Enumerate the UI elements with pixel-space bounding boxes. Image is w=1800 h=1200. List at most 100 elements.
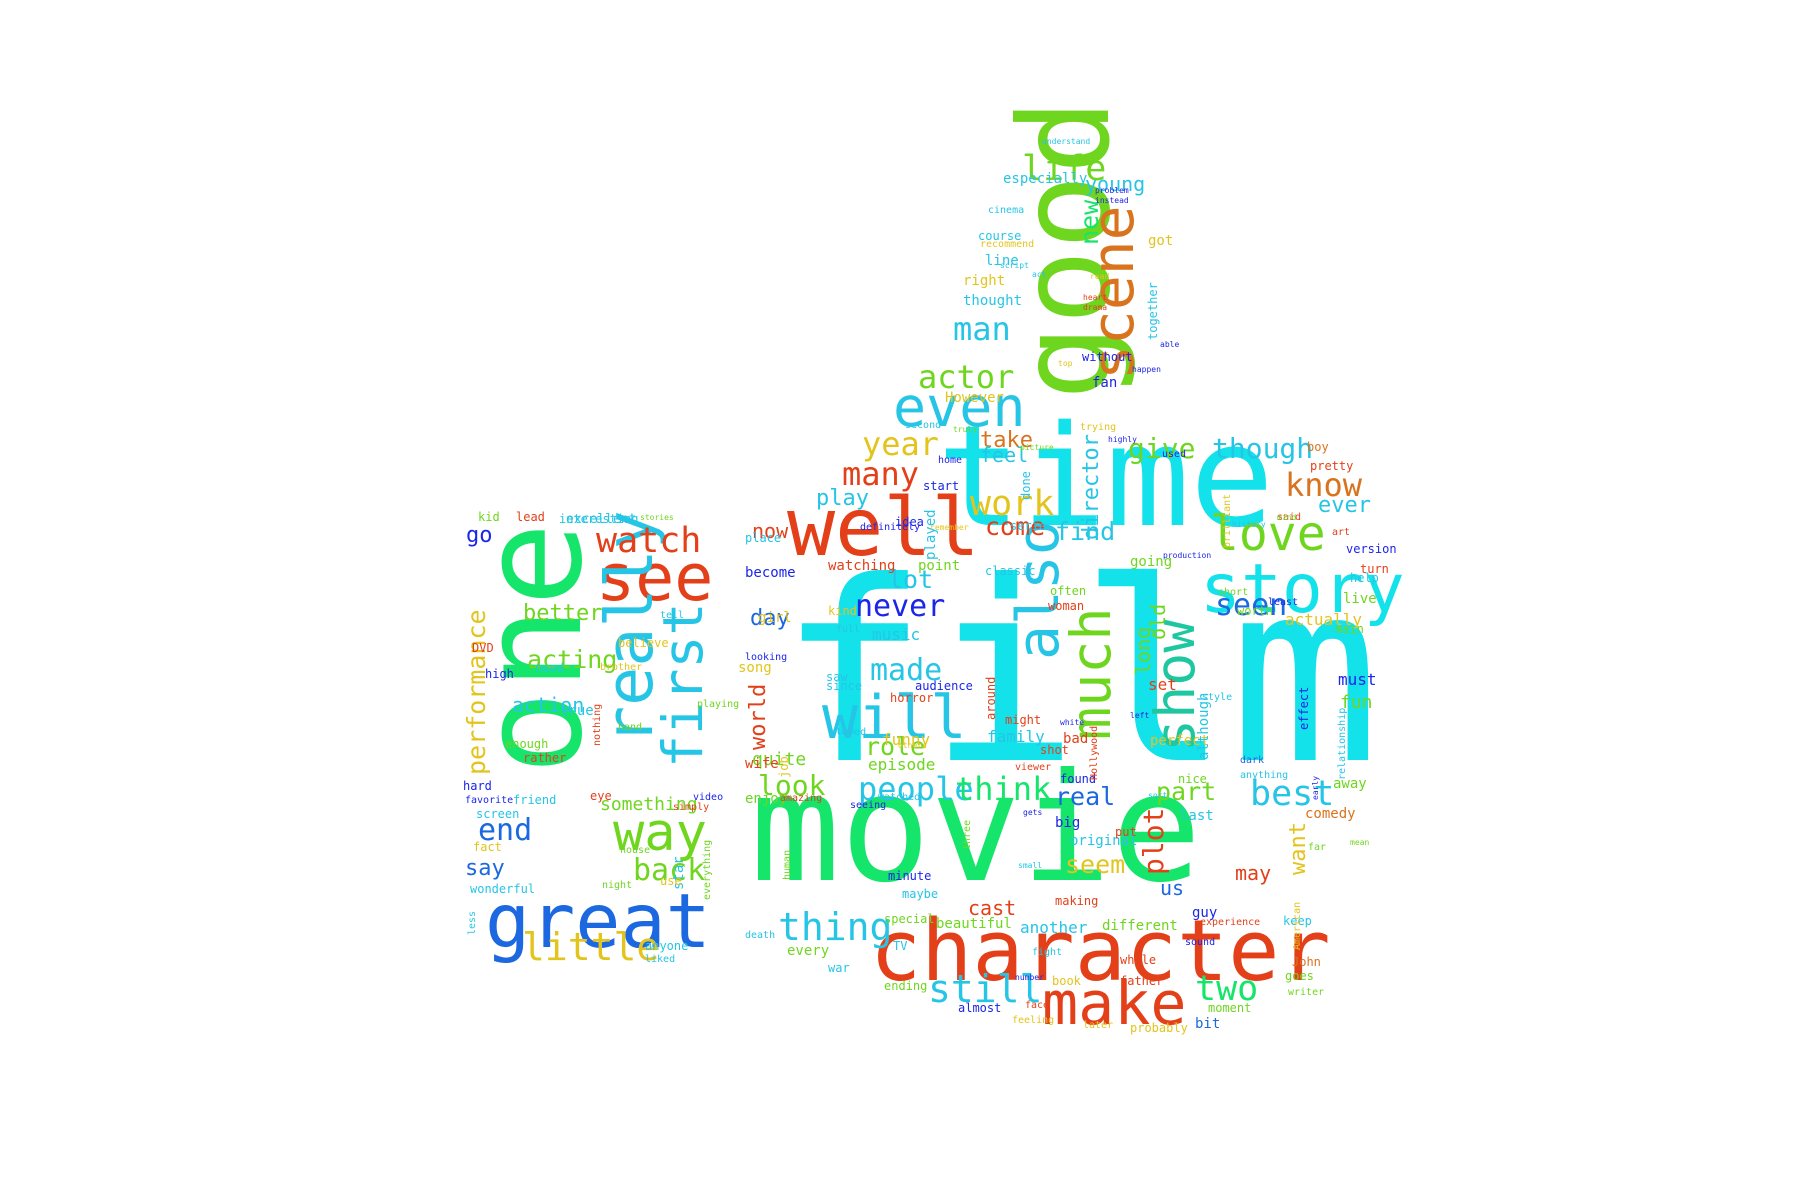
word-keep: keep	[1283, 914, 1312, 928]
word-although: although	[1196, 693, 1212, 760]
word-believe: believe	[618, 636, 669, 650]
word-shot: shot	[1040, 743, 1069, 757]
word-wife: wife	[745, 756, 779, 772]
word-show: show	[1143, 619, 1207, 752]
word-even: even	[893, 375, 1025, 439]
word-highly: highly	[1108, 435, 1137, 444]
word-played: played	[923, 509, 939, 560]
word-something: something	[600, 794, 698, 815]
word-screen: screen	[476, 807, 519, 821]
word-liked: liked	[645, 954, 675, 965]
word-almost: almost	[958, 1001, 1001, 1015]
word-right: right	[963, 273, 1005, 289]
word-john: John	[1292, 955, 1321, 969]
word-thought: thought	[963, 293, 1022, 309]
word-now: now	[752, 519, 789, 543]
word-away: away	[1333, 776, 1367, 792]
word-eye: eye	[590, 789, 612, 803]
word-version: version	[1346, 542, 1397, 556]
word-seen: seen	[1215, 588, 1287, 623]
word-script: script	[1000, 261, 1029, 270]
word-drama: drama	[1083, 303, 1107, 312]
word-lead: lead	[516, 510, 545, 524]
word-number: number	[1015, 973, 1044, 982]
word-early: early	[1311, 776, 1320, 800]
word-actually: actually	[1285, 610, 1362, 629]
word-lot: lot	[888, 565, 933, 594]
word-left: left	[1130, 711, 1149, 720]
word-seem: seem	[1065, 850, 1125, 879]
word-part: part	[1156, 777, 1216, 806]
word-dvd: DVD	[472, 641, 494, 655]
word-stories: stories	[640, 513, 674, 522]
word-making: making	[1055, 894, 1098, 908]
word-used: used	[1162, 449, 1186, 460]
word-every: every	[787, 943, 829, 959]
word-perfect: perfect	[1150, 733, 1209, 749]
word-minute: minute	[888, 869, 931, 883]
word-friend: friend	[513, 793, 556, 807]
word-year: year	[862, 425, 939, 463]
word-put: put	[1115, 825, 1137, 839]
word-far: far	[1308, 842, 1326, 853]
word-new: new	[1075, 199, 1104, 245]
word-everything: everything	[702, 840, 713, 900]
word-must: must	[1338, 670, 1377, 689]
word-act: act	[1032, 270, 1047, 279]
word-turn: turn	[1360, 562, 1389, 576]
word-best: best	[1250, 774, 1334, 814]
word-look: look	[758, 769, 826, 802]
word-excellent: excellent	[566, 512, 636, 527]
word-goes: goes	[1285, 969, 1314, 983]
word-young: young	[1085, 172, 1145, 196]
word-main: main	[1335, 622, 1364, 636]
word-said: said	[1277, 512, 1301, 523]
word-place: place	[745, 531, 781, 545]
word-trying: trying	[1080, 422, 1116, 433]
word-line: line	[985, 253, 1019, 269]
word-least: least	[1268, 597, 1298, 608]
word-plot: plot	[1137, 808, 1170, 875]
word-human: human	[782, 850, 793, 880]
word-great: great	[485, 877, 711, 965]
word-use: use	[660, 874, 682, 888]
word-brilliant: brilliant	[1222, 494, 1233, 548]
word-beautiful: beautiful	[936, 916, 1012, 932]
word-book: book	[1052, 974, 1082, 988]
word-able: able	[1160, 340, 1179, 349]
word-though: though	[1212, 432, 1313, 465]
word-come: come	[985, 512, 1045, 541]
word-production: production	[1163, 551, 1211, 560]
word-love: love	[1210, 506, 1326, 562]
word-happen: happen	[1132, 365, 1161, 374]
word-much: much	[1059, 608, 1123, 740]
word-anyone: anyone	[645, 939, 688, 953]
word-family: family	[987, 727, 1045, 746]
word-may: may	[1235, 861, 1271, 885]
word-make: make	[1042, 969, 1187, 1039]
word-amazing: amazing	[780, 793, 822, 804]
word-high: high	[485, 667, 514, 681]
word-problem: problem	[1095, 186, 1129, 195]
word-scene: scene	[1079, 205, 1147, 380]
word-wonderful: wonderful	[470, 882, 535, 896]
word-life: life	[1022, 149, 1106, 189]
word-since: since	[826, 679, 862, 693]
word-often: often	[1050, 584, 1086, 598]
word-found: found	[1060, 772, 1096, 786]
word-hand: hand	[618, 722, 642, 733]
word-nice: nice	[1178, 772, 1207, 786]
word-read: read	[1090, 272, 1109, 281]
word-tv: TV	[893, 939, 907, 953]
word-comedy: comedy	[1305, 806, 1356, 822]
word-seeing: seeing	[850, 800, 886, 811]
word-hard: hard	[463, 779, 492, 793]
word-job: job	[777, 756, 791, 778]
word-watched: watched	[878, 792, 920, 803]
word-top: top	[1058, 359, 1073, 368]
word-course: course	[978, 229, 1021, 243]
word-brother: brother	[600, 662, 642, 673]
word-funny: funny	[882, 730, 931, 749]
word-gets: gets	[1023, 808, 1042, 817]
word-will: will	[822, 683, 967, 753]
